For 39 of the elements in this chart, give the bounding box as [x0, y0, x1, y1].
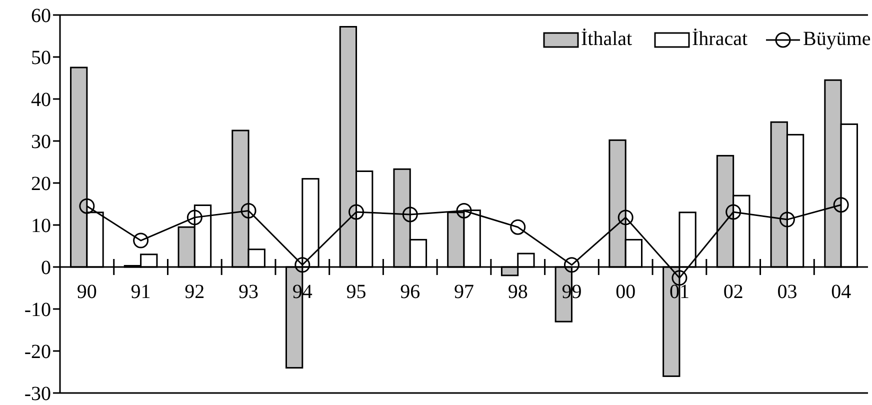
x-tick-label: 00	[616, 281, 636, 303]
x-tick-label: 02	[723, 281, 744, 303]
point	[564, 257, 580, 273]
point	[618, 210, 634, 226]
point	[133, 232, 149, 248]
y-tick-label: 10	[31, 215, 51, 237]
y-tick-label: 40	[31, 89, 51, 111]
x-tick-label: 93	[238, 281, 259, 303]
point	[240, 202, 256, 218]
point	[510, 219, 526, 235]
x-tick-label: 92	[184, 281, 205, 303]
y-tick-label: 60	[31, 5, 51, 27]
point	[779, 212, 795, 228]
x-tick-label: 97	[454, 281, 474, 303]
x-tick-label: 98	[508, 281, 528, 303]
y-tick-label: -20	[24, 341, 51, 363]
x-tick-label: 03	[777, 281, 798, 303]
point	[402, 206, 418, 222]
x-tick-label: 90	[76, 281, 97, 303]
point	[186, 210, 202, 226]
point	[726, 204, 742, 220]
legend-label: Büyüme	[803, 28, 871, 50]
point	[79, 198, 95, 214]
x-tick-label: 91	[130, 281, 151, 303]
x-tick-label: 04	[831, 281, 852, 303]
point	[833, 197, 849, 213]
y-tick-label: 20	[31, 173, 51, 195]
y-tick-label: -10	[24, 299, 51, 321]
legend-label: İhracat	[692, 28, 748, 50]
y-tick-label: -30	[24, 383, 51, 405]
point	[348, 204, 364, 220]
point	[456, 202, 472, 218]
y-tick-label: 50	[31, 47, 51, 69]
x-tick-label: 95	[346, 281, 366, 303]
x-tick-label: 96	[400, 281, 420, 303]
y-tick-label: 0	[41, 257, 51, 279]
point	[294, 257, 310, 273]
y-tick-label: 30	[31, 131, 51, 153]
legend-label: İthalat	[581, 28, 633, 50]
